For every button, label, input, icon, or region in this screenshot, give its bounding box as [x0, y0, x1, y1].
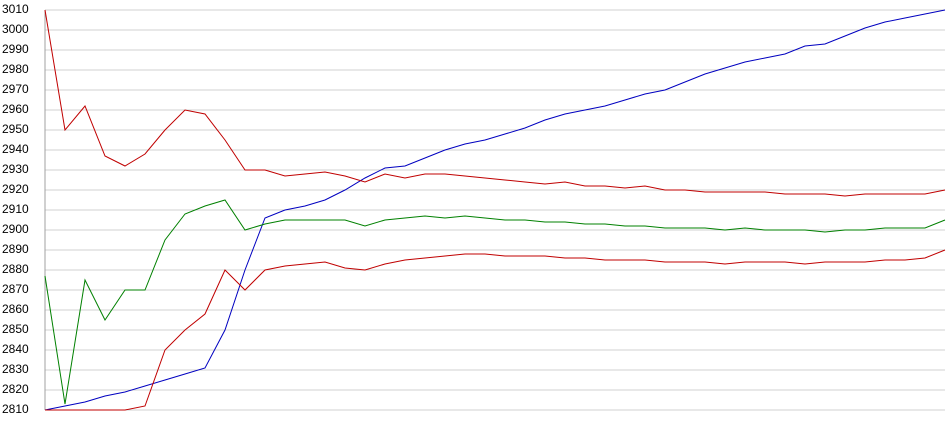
- y-tick-label: 2930: [2, 162, 29, 176]
- y-tick-label: 2870: [2, 282, 29, 296]
- series-line: [45, 249, 946, 411]
- y-tick-label: 2820: [2, 382, 29, 396]
- series-line: [44, 199, 946, 405]
- y-tick-label: 2850: [2, 322, 29, 336]
- y-tick-label: 2840: [2, 342, 29, 356]
- y-tick-label: 2990: [2, 42, 29, 56]
- y-tick-label: 3010: [2, 2, 29, 16]
- y-tick-label: 2860: [2, 302, 29, 316]
- y-tick-label: 2830: [2, 362, 29, 376]
- series-line: [44, 9, 946, 197]
- y-tick-label: 2880: [2, 262, 29, 276]
- y-tick-label: 2980: [2, 62, 29, 76]
- y-tick-label: 2910: [2, 202, 29, 216]
- y-tick-label: 2920: [2, 182, 29, 196]
- series-line: [44, 9, 946, 411]
- y-tick-label: 2890: [2, 242, 29, 256]
- y-tick-label: 2960: [2, 102, 29, 116]
- y-tick-label: 2810: [2, 402, 29, 416]
- y-tick-label: 2900: [2, 222, 29, 236]
- y-tick-label: 2940: [2, 142, 29, 156]
- y-tick-label: 3000: [2, 22, 29, 36]
- y-tick-label: 2970: [2, 82, 29, 96]
- y-tick-label: 2950: [2, 122, 29, 136]
